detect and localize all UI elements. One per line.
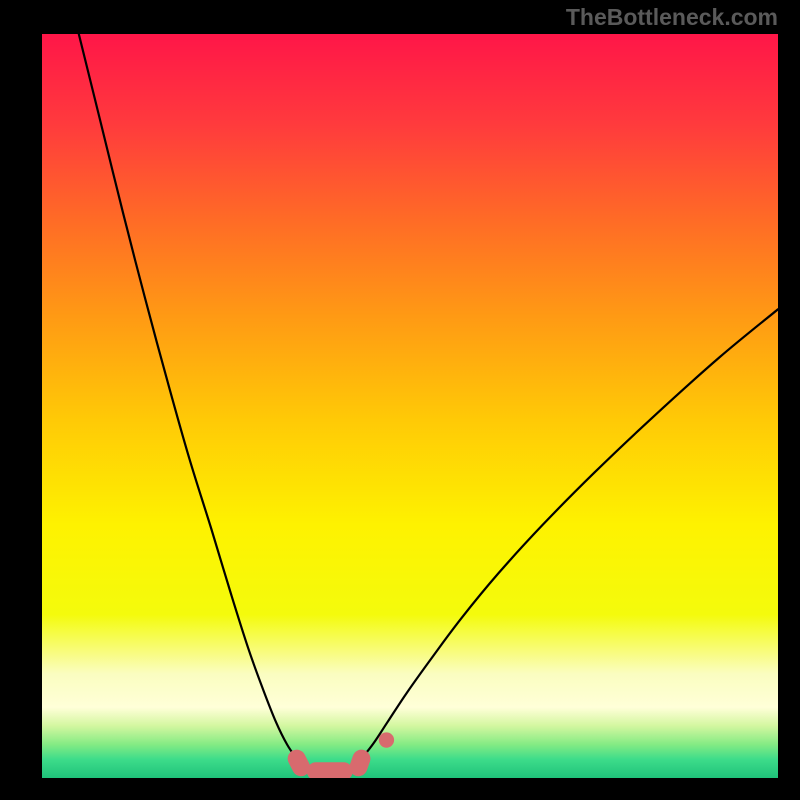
valley-band-segment <box>297 759 301 768</box>
gradient-background <box>42 34 778 778</box>
chart-svg <box>42 34 778 778</box>
valley-band-dot <box>379 732 394 747</box>
watermark-text: TheBottleneck.com <box>566 4 778 31</box>
valley-band-segment <box>358 759 361 768</box>
plot-area <box>42 34 778 778</box>
